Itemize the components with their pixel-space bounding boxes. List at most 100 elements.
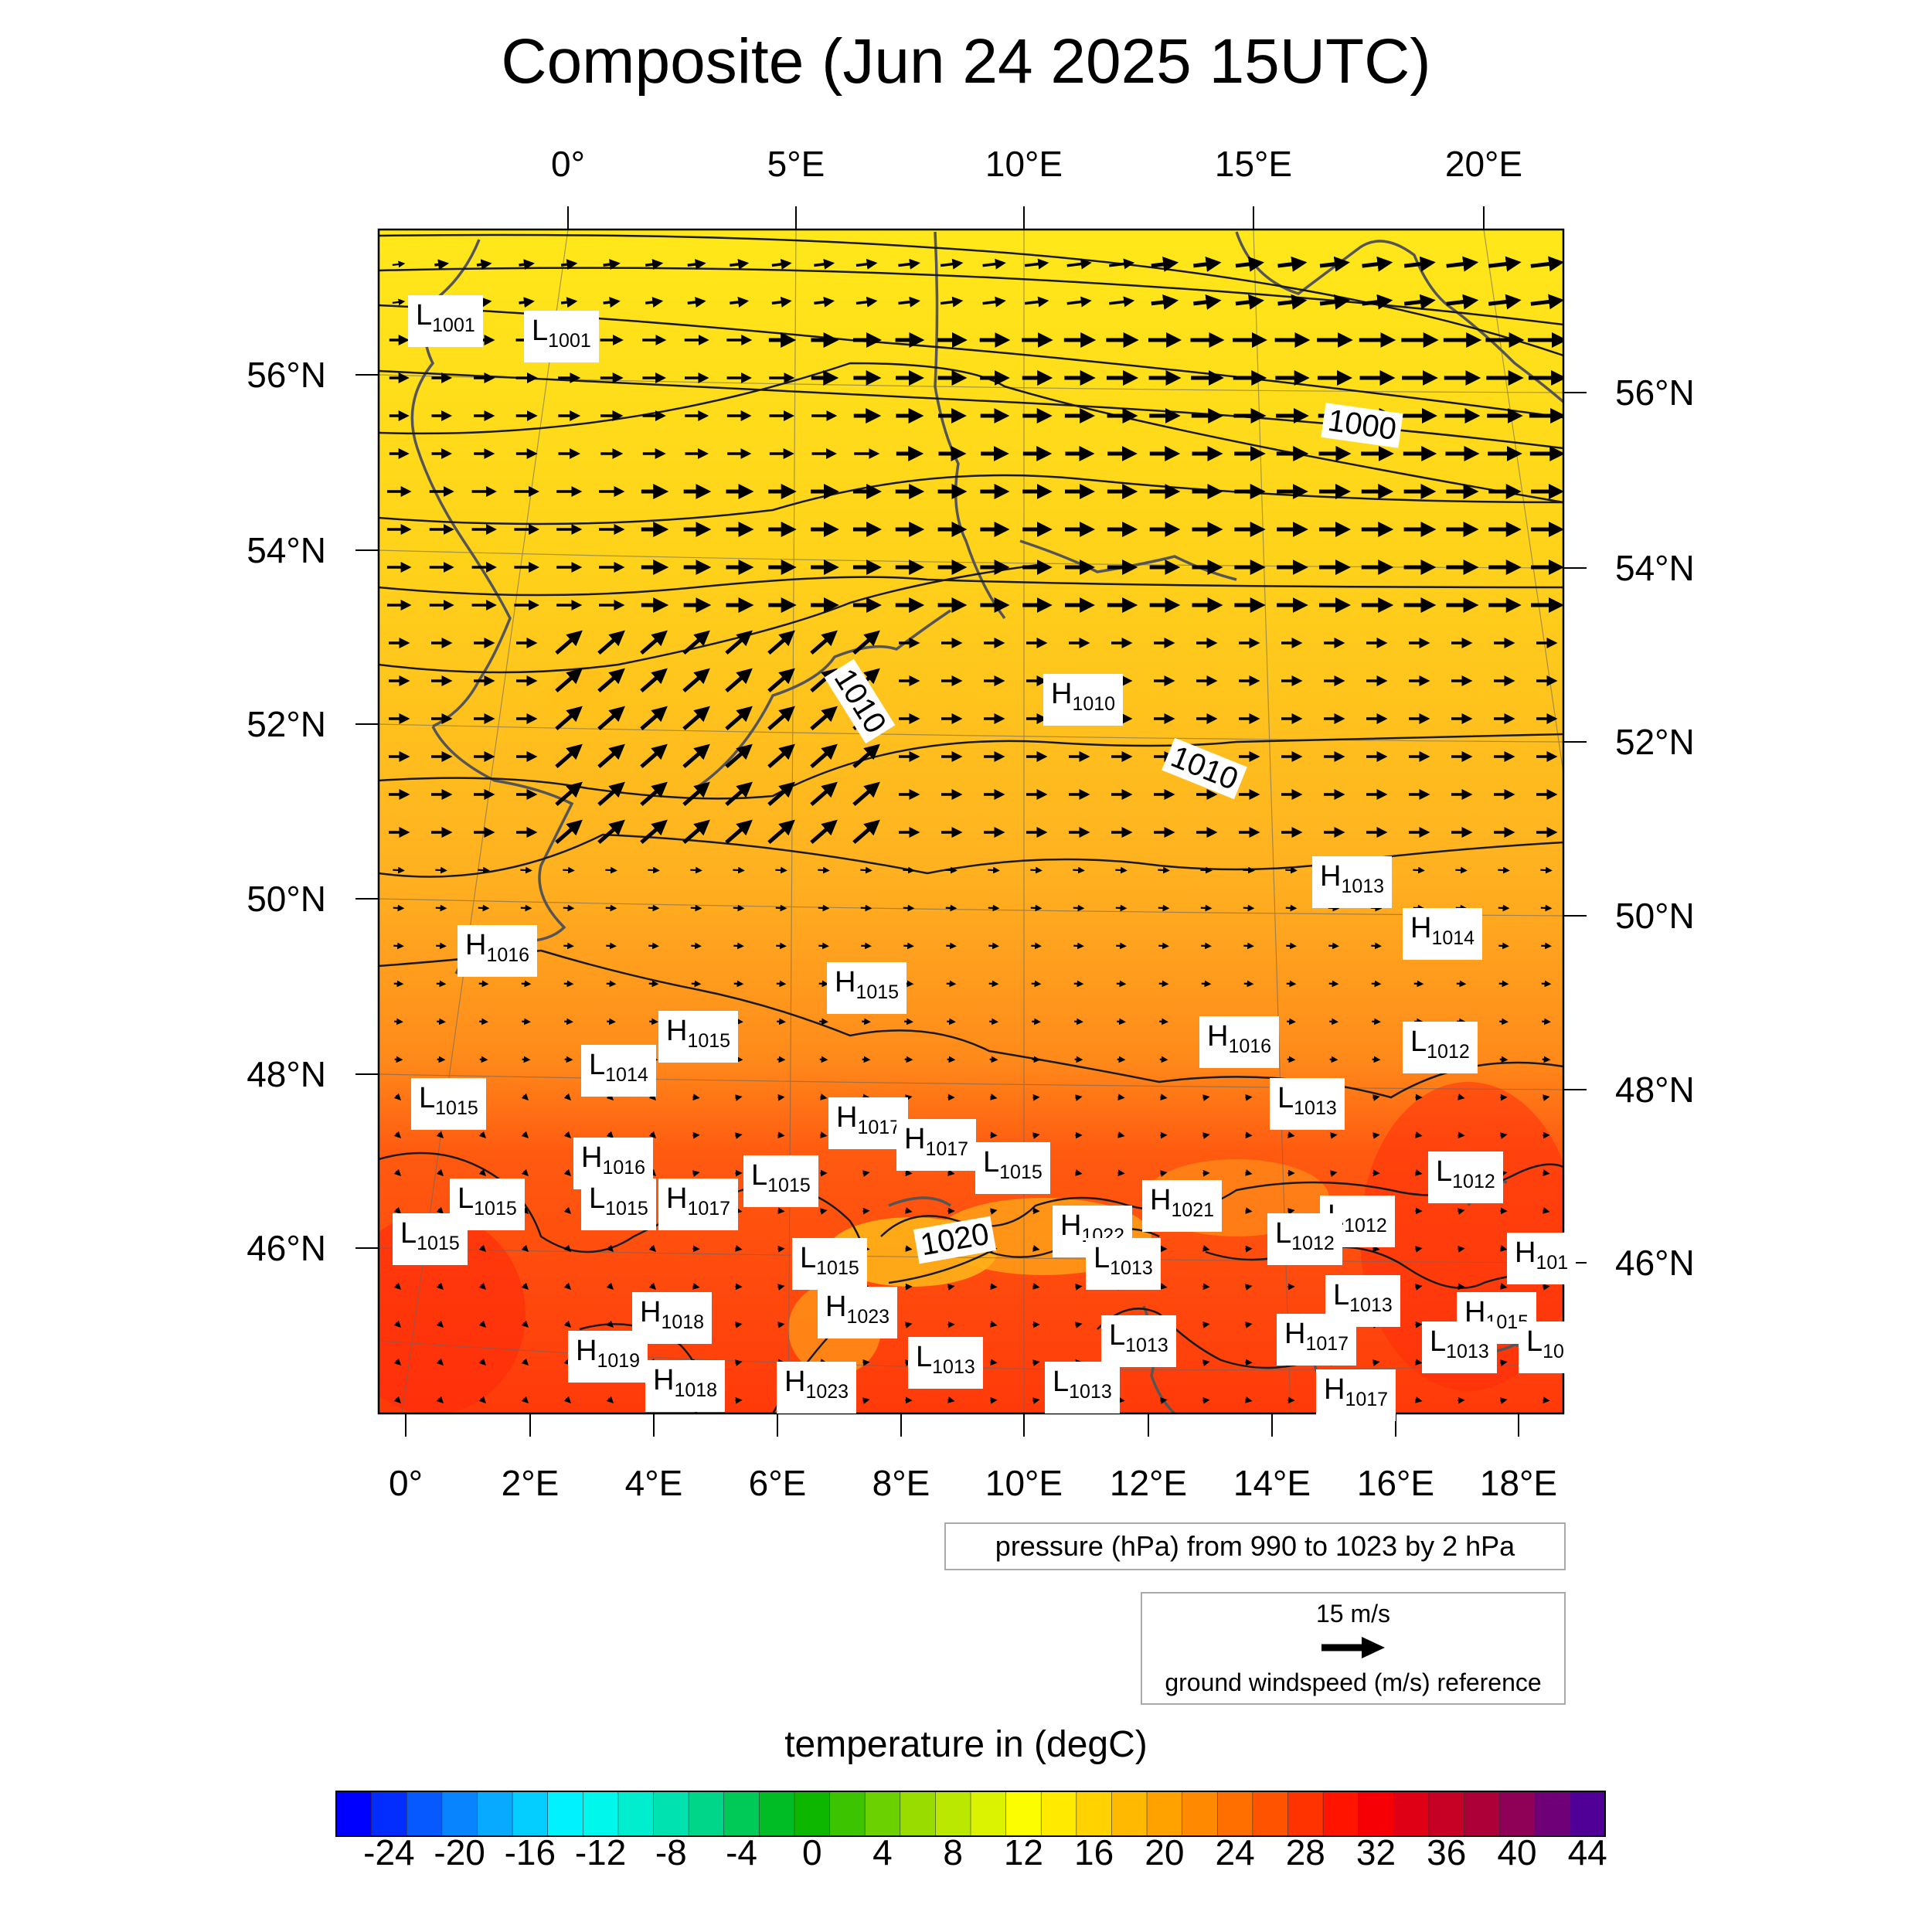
wind-arrow	[810, 706, 838, 730]
wind-arrow	[1328, 980, 1339, 988]
wind-arrow	[648, 1131, 657, 1139]
colorbar-cell	[1322, 1791, 1359, 1837]
wind-arrow	[946, 942, 957, 950]
colorbar-tick-label: 8	[943, 1832, 963, 1872]
wind-arrow	[818, 904, 830, 912]
wind-arrow	[1115, 866, 1128, 874]
colorbar-cells	[335, 1791, 1606, 1837]
wind-arrow	[1066, 296, 1092, 308]
wind-arrow	[606, 1282, 614, 1291]
wind-arrow	[905, 1245, 913, 1252]
wind-arrow	[1245, 1321, 1253, 1328]
colorbar-cell	[477, 1791, 513, 1837]
wind-arrow	[478, 1358, 487, 1366]
pressure-center-high: H1017	[896, 1119, 977, 1171]
wind-arrow	[945, 904, 957, 912]
wind-arrow	[1151, 294, 1179, 310]
wind-arrow	[692, 1170, 700, 1177]
wind-arrow	[521, 1131, 529, 1139]
pressure-center-low: L1013	[1101, 1315, 1176, 1367]
wind-arrow	[1543, 1169, 1550, 1176]
colorbar-cell	[723, 1791, 760, 1837]
wind-arrow	[1287, 1208, 1295, 1215]
axis-ticks	[355, 206, 1587, 1437]
wind-arrow	[1031, 980, 1042, 988]
wind-arrow	[555, 630, 583, 655]
wind-arrow	[1158, 980, 1169, 988]
left-lat-label: 46°N	[247, 1228, 326, 1268]
wind-arrow	[1540, 866, 1553, 874]
wind-arrow	[903, 866, 915, 874]
wind-arrow	[725, 706, 753, 730]
right-lat-label: 46°N	[1615, 1243, 1695, 1283]
wind-arrow	[563, 1206, 572, 1215]
wind-arrow	[862, 1359, 870, 1366]
pressure-center-high: H1017	[1316, 1369, 1396, 1421]
wind-arrow	[990, 1208, 998, 1215]
wind-arrow	[1488, 256, 1522, 272]
wind-arrow	[640, 819, 668, 844]
wind-reference-label: ground windspeed (m/s) reference	[1165, 1668, 1542, 1696]
pressure-center-low: L1013	[1086, 1238, 1161, 1290]
wind-arrow	[393, 1131, 402, 1139]
wind-arrow	[1160, 1170, 1168, 1177]
wind-arrow	[393, 1282, 402, 1291]
wind-arrow	[905, 1207, 913, 1214]
wind-arrow	[1075, 1321, 1083, 1328]
wind-arrow	[767, 743, 795, 768]
colorbar-cell	[1464, 1791, 1500, 1837]
colorbar-cell	[1570, 1791, 1606, 1837]
wind-arrow	[818, 942, 829, 950]
bottom-lon-label: 16°E	[1357, 1463, 1434, 1503]
wind-arrow	[1285, 904, 1298, 912]
pressure-center-low: L1015	[581, 1179, 656, 1230]
wind-arrow	[1415, 1359, 1423, 1366]
wind-arrow	[645, 259, 664, 270]
wind-arrow	[1235, 294, 1265, 310]
wind-arrow	[735, 1245, 743, 1252]
wind-arrow	[478, 1396, 487, 1404]
wind-arrow	[1073, 904, 1085, 912]
pressure-center-low: L1015	[975, 1142, 1050, 1194]
map-frame	[377, 228, 1565, 1415]
wind-arrow	[777, 1284, 785, 1291]
wind-arrow	[393, 942, 404, 950]
wind-arrow	[560, 259, 578, 270]
right-latitude-labels: 56°N 54°N 52°N 50°N 48°N 46°N	[1615, 372, 1695, 1283]
wind-arrow	[1319, 256, 1350, 272]
wind-arrow	[597, 630, 625, 655]
pressure-center-low: L10	[1519, 1321, 1572, 1373]
wind-arrow	[1116, 942, 1127, 950]
colorbar-cell	[406, 1791, 443, 1837]
wind-arrow	[940, 258, 964, 270]
wind-arrow	[478, 1244, 487, 1253]
wind-arrow	[597, 668, 625, 692]
wind-arrow	[563, 1093, 572, 1101]
wind-arrow	[478, 980, 489, 988]
colorbar-tick-label: -16	[504, 1832, 556, 1872]
wind-arrow	[1403, 294, 1436, 310]
colorbar-cell	[335, 1791, 372, 1837]
left-lat-label: 48°N	[247, 1054, 326, 1094]
wind-arrow	[1458, 1208, 1465, 1215]
wind-arrow	[563, 1131, 572, 1139]
wind-reference-arrow-icon	[1321, 1637, 1385, 1658]
wind-arrow	[776, 942, 787, 950]
wind-speed-label: 15 m/s	[1315, 1600, 1391, 1628]
wind-arrow	[563, 1396, 572, 1404]
wind-arrow	[988, 942, 999, 950]
wind-arrow	[606, 980, 617, 988]
wind-arrow	[776, 980, 787, 988]
bottom-lon-label: 2°E	[502, 1463, 560, 1503]
colorbar-tick-label: -4	[726, 1832, 757, 1872]
wind-reference-legend: 15 m/s ground windspeed (m/s) reference	[1141, 1592, 1566, 1705]
wind-arrow	[521, 1282, 529, 1291]
colorbar-cell	[1498, 1791, 1536, 1837]
pressure-center-low: L1015	[411, 1078, 486, 1130]
map-title: Composite (Jun 24 2025 15UTC)	[501, 26, 1431, 97]
wind-arrow	[1158, 904, 1170, 912]
wind-arrow	[1456, 980, 1467, 988]
wind-arrow	[436, 1168, 444, 1177]
wind-arrow	[555, 706, 583, 730]
colorbar-frame	[335, 1791, 1606, 1837]
